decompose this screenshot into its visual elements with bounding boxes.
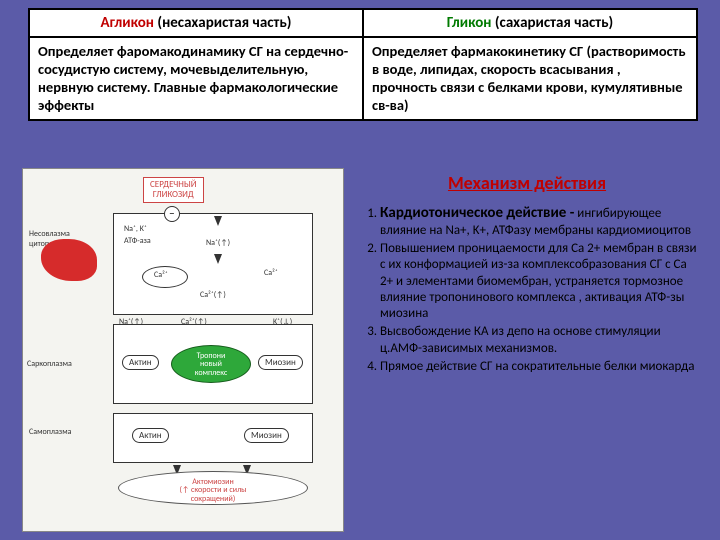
aglikon-word: Агликон xyxy=(101,14,154,32)
side-label-mid: Саркоплазма xyxy=(27,359,72,369)
table-cell-left: Определяет фаромакодинамику СГ на сердеч… xyxy=(29,37,363,120)
lbl-miozin2: Миозин xyxy=(244,428,289,443)
lbl-aktin1: Актин xyxy=(122,355,159,370)
lbl-ca-in: Ca²⁺(↑) xyxy=(200,290,226,300)
green-oval: Тропониновыйкомплекс xyxy=(171,345,251,383)
table-cell-right: Определяет фармакокинетику СГ (растворим… xyxy=(363,37,697,120)
minus-icon: − xyxy=(164,206,180,222)
glikon-word: Гликон xyxy=(447,14,492,32)
table-header-right: Гликон (сахаристая часть) xyxy=(363,9,697,37)
list-item: Кардиотоническое действие - ингибирующее… xyxy=(380,204,698,239)
item1-lead: Кардиотоническое действие - xyxy=(380,204,574,222)
mechanism-list: Кардиотоническое действие - ингибирующее… xyxy=(356,204,698,375)
lbl-miozin1: Миозин xyxy=(258,355,303,370)
table-header-left: Агликон (несахаристая часть) xyxy=(29,9,363,37)
red-blob xyxy=(41,239,97,281)
mechanism-title: Механизм действия xyxy=(356,172,698,194)
lbl-aktin2: Актин xyxy=(132,428,169,443)
list-item: Прямое действие СГ на сократительные бел… xyxy=(380,359,698,375)
lbl-na-k: Na⁺, K⁺ xyxy=(124,224,147,234)
comparison-table: Агликон (несахаристая часть) Гликон (сах… xyxy=(28,8,698,121)
lbl-na-in: Na⁺(↑) xyxy=(206,238,230,248)
lbl-atfaza: АТФ-аза xyxy=(124,236,151,246)
glikon-rest: (сахаристая часть) xyxy=(491,14,613,32)
diagram-box-3: Актин Миозин xyxy=(113,413,313,463)
lbl-ca-out: Ca²⁺ xyxy=(154,270,168,280)
aglikon-rest: (несахаристая часть) xyxy=(154,14,291,32)
arrow-down-1 xyxy=(214,216,222,226)
bottom-oval: Актомиозин(↑ скорости и силысокращений) xyxy=(118,471,308,505)
lbl-ca-arr: Ca²⁺ xyxy=(264,268,278,278)
arrow-down-2 xyxy=(214,254,222,264)
list-item: Высвобождение КА из депо на основе стиму… xyxy=(380,324,698,357)
side-label-low: Самоплазма xyxy=(29,427,71,437)
list-item: Повышением проницаемости для Са 2+ мембр… xyxy=(380,241,698,322)
mechanism-diagram: СЕРДЕЧНЫЙГЛИКОЗИД Несовлазмацитоплазма С… xyxy=(22,168,344,532)
right-content: Механизм действия Кардиотоническое дейст… xyxy=(356,172,698,377)
diagram-box-1: − Na⁺, K⁺ АТФ-аза Na⁺(↑) Ca²⁺ Ca²⁺(↑) Ca… xyxy=(113,213,313,315)
diagram-top-label: СЕРДЕЧНЫЙГЛИКОЗИД xyxy=(143,177,204,203)
